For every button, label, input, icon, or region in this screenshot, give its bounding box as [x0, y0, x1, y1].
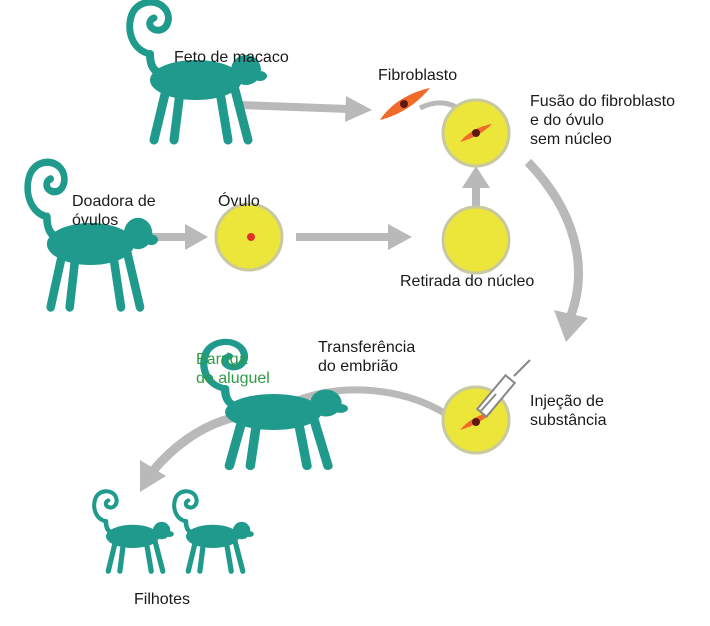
syringe-icon — [475, 359, 531, 419]
arrow-feto-to-fibroblast — [239, 96, 372, 122]
egg-cell-icon — [441, 385, 511, 455]
monkey-icon — [130, 2, 267, 140]
monkey-icon — [174, 491, 254, 571]
arrow-ovulo-to-enucleated — [296, 224, 412, 250]
label-transferencia: Transferência do embrião — [318, 339, 416, 375]
label-retirada: Retirada do núcleo — [400, 273, 535, 290]
egg-cell-icon — [441, 205, 511, 275]
arrow-enucleated-up — [462, 166, 490, 206]
egg-cell-icon — [441, 98, 511, 168]
egg-cell-icon — [214, 202, 284, 272]
label-ovulo: Óvulo — [218, 193, 260, 210]
label-fibroblasto: Fibroblasto — [378, 67, 458, 84]
monkey-icon — [94, 491, 174, 571]
fibroblast-icon — [380, 88, 430, 120]
label-doadora: Doadora de óvulos — [72, 193, 156, 229]
label-injecao: Injeção de substância — [530, 393, 607, 429]
label-filhotes: Filhotes — [134, 591, 191, 608]
monkey-icon — [28, 162, 158, 307]
label-barriga: Barriga de aluguel — [196, 351, 270, 387]
label-fusao: Fusão do fibroblasto e do óvulo sem núcl… — [530, 93, 675, 148]
arrow-fusion-to-injection — [524, 158, 588, 342]
arrow-doadora-to-ovulo — [150, 224, 208, 250]
arrow-surrogate-to-filhotes — [140, 411, 241, 492]
label-feto: Feto de macaco — [174, 49, 289, 66]
